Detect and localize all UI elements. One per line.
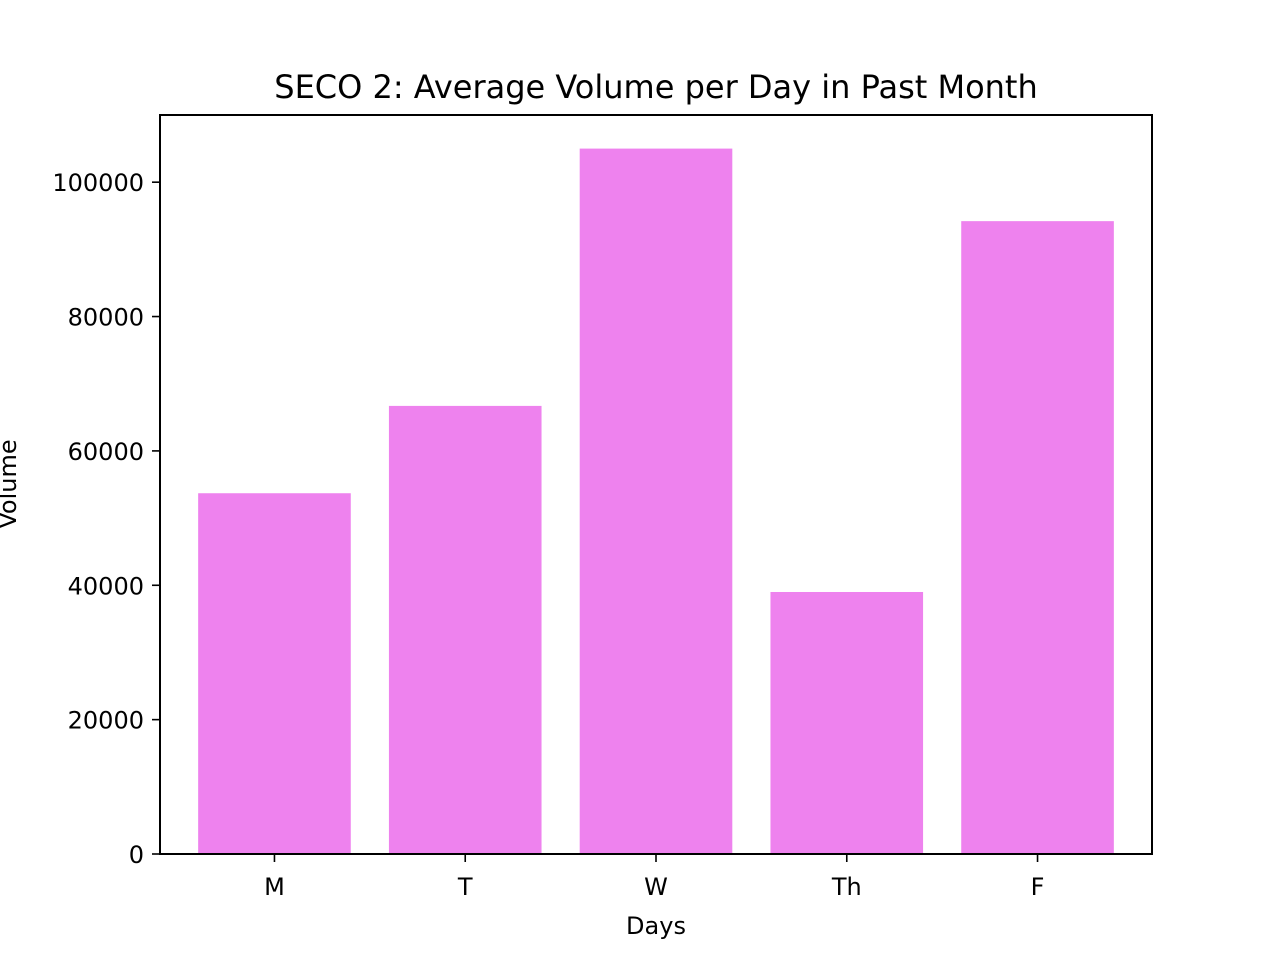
x-axis-label: Days — [626, 912, 686, 940]
plot-frame — [159, 114, 1153, 855]
y-tick-label: 0 — [129, 841, 144, 869]
x-tick-label: M — [264, 873, 285, 901]
x-axis-ticks: M T W Th F — [264, 854, 1044, 901]
bar-m — [198, 493, 351, 854]
y-axis-label: Volume — [0, 439, 22, 528]
y-tick-label: 60000 — [68, 438, 144, 466]
bar-f — [961, 221, 1114, 854]
x-tick-label: T — [457, 873, 473, 901]
bar-th — [770, 591, 924, 854]
y-axis-ticks: 0 20000 40000 60000 80000 100000 — [52, 169, 160, 869]
bar-t — [388, 405, 542, 854]
y-tick-label: 100000 — [52, 169, 144, 197]
y-tick-label: 20000 — [68, 707, 144, 735]
x-tick-label: F — [1031, 873, 1045, 901]
chart-title: SECO 2: Average Volume per Day in Past M… — [274, 68, 1038, 106]
y-tick-label: 40000 — [68, 572, 144, 600]
x-tick-label: W — [644, 873, 668, 901]
bars-group — [198, 148, 1114, 854]
x-tick-label: Th — [831, 873, 862, 901]
y-tick-label: 80000 — [68, 304, 144, 332]
bar-w — [579, 148, 733, 854]
